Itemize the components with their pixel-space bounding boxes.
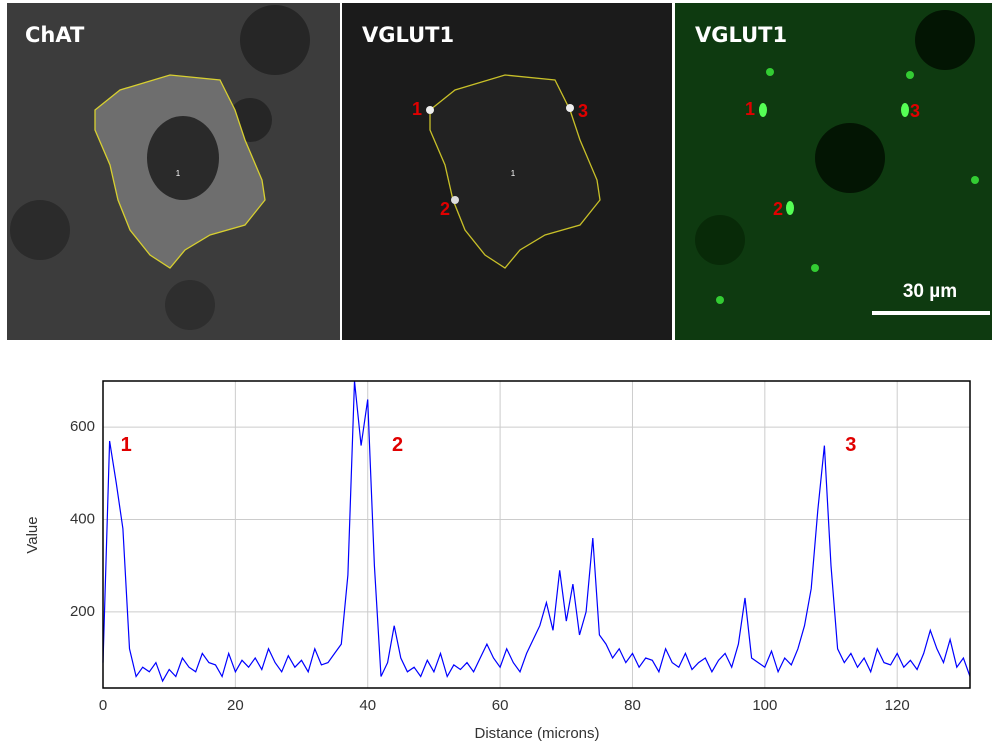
panel-label: VGLUT1 <box>695 23 787 47</box>
x-axis-label: Distance (microns) <box>474 725 599 742</box>
marker-label: 1 <box>745 99 755 119</box>
panel-label: ChAT <box>25 23 85 47</box>
image-panel: 1 ChAT <box>7 3 340 340</box>
roi-label: 1 <box>176 169 181 178</box>
marker-label: 3 <box>578 101 588 121</box>
y-tick-label: 200 <box>70 603 95 620</box>
annotation: 3 <box>845 434 856 456</box>
marker-label: 2 <box>440 199 450 219</box>
image-panel: 1 2 3 VGLUT1 30 µm <box>675 3 992 340</box>
plot <box>103 381 970 688</box>
x-tick-label: 100 <box>752 697 777 714</box>
marker-label: 2 <box>773 199 783 219</box>
x-tick-label: 20 <box>227 697 244 714</box>
scale-label: 30 µm <box>903 281 957 302</box>
y-tick-label: 400 <box>70 510 95 527</box>
y-axis-label: Value <box>24 516 41 553</box>
annotation: 1 <box>121 434 132 456</box>
x-tick-label: 80 <box>624 697 641 714</box>
x-tick-label: 40 <box>359 697 376 714</box>
marker-label: 1 <box>412 99 422 119</box>
image-panel: 1 1 2 3 VGLUT1 <box>342 3 672 340</box>
x-tick-label: 120 <box>885 697 910 714</box>
annotation: 2 <box>392 434 403 456</box>
marker-label: 3 <box>910 101 920 121</box>
figure: 1 ChAT 1 1 2 3 VGLUT1 1 2 3 VGLUT1 30 µm… <box>0 0 995 747</box>
x-tick-label: 60 <box>492 697 509 714</box>
x-tick-label: 0 <box>99 697 107 714</box>
panel-label: VGLUT1 <box>362 23 454 47</box>
roi-label: 1 <box>511 169 516 178</box>
y-tick-label: 600 <box>70 418 95 435</box>
